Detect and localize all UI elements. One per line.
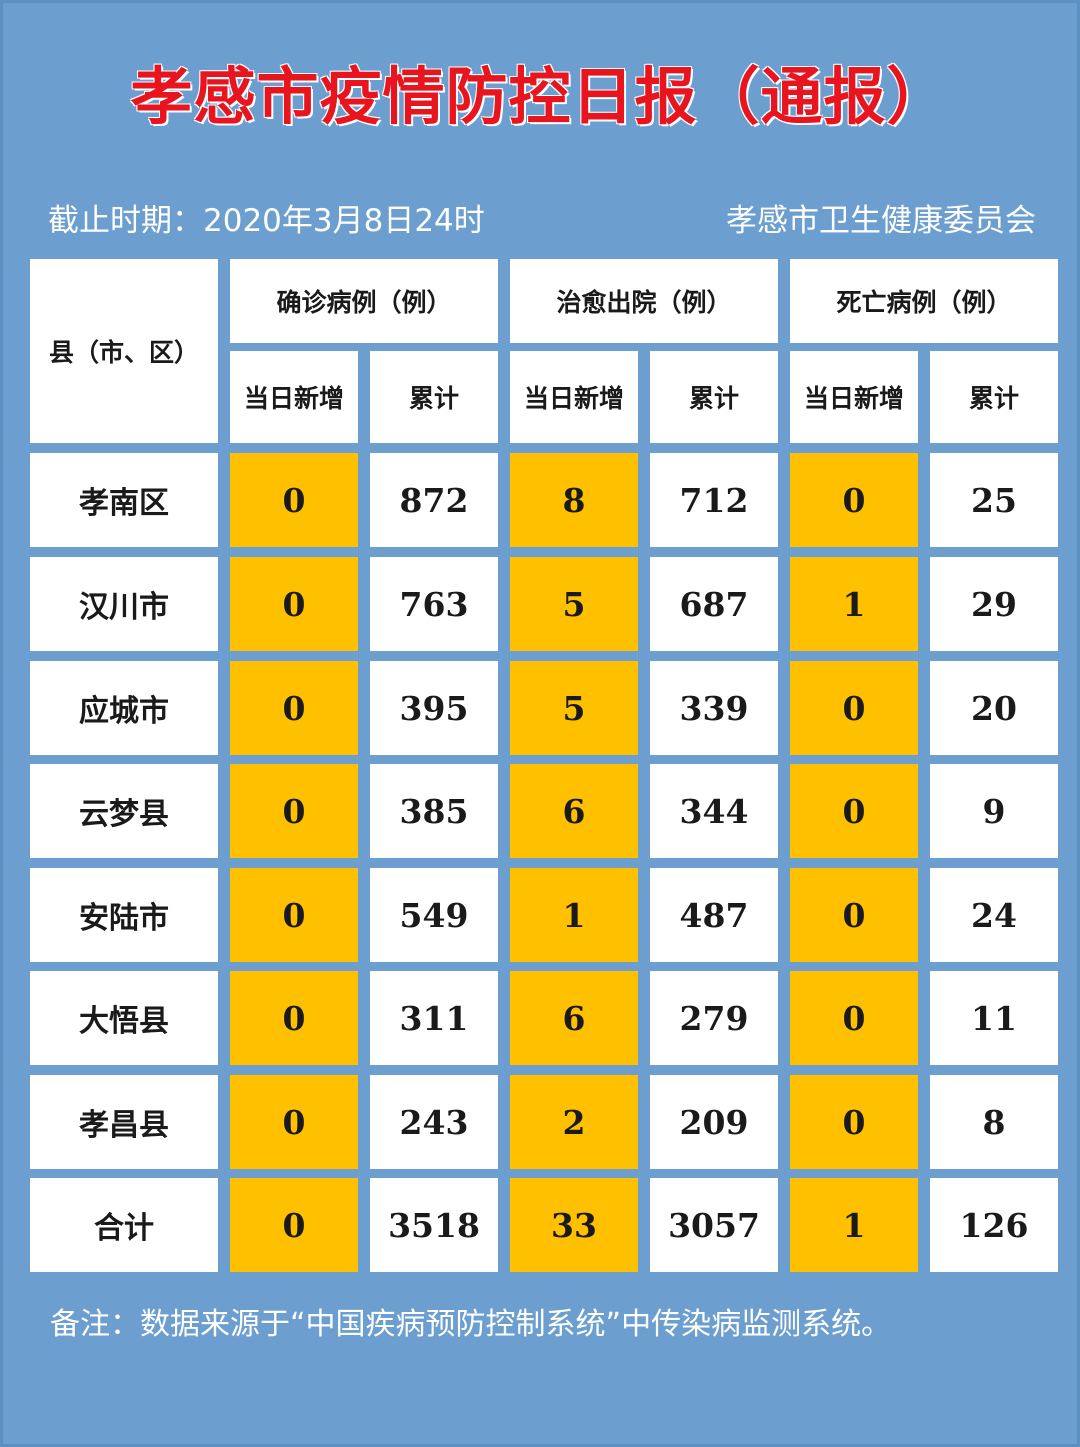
confirmed-new-cell: 0 [230, 868, 358, 962]
subheader-confirmed-total: 累计 [370, 351, 498, 443]
confirmed-total-cell: 549 [370, 868, 498, 962]
confirmed-total-cell: 385 [370, 764, 498, 858]
recovered-total-cell: 339 [650, 661, 778, 755]
confirmed-total-cell: 311 [370, 971, 498, 1065]
deaths-new-cell: 0 [790, 453, 918, 547]
confirmed-total-cell: 243 [370, 1075, 498, 1169]
confirmed-new-cell: 0 [230, 557, 358, 651]
recovered-new-cell: 8 [510, 453, 638, 547]
report-title: 孝感市疫情防控日报（通报） [130, 60, 950, 133]
row-name: 汉川市 [30, 557, 218, 651]
row-name: 孝昌县 [30, 1075, 218, 1169]
deaths-new-cell: 0 [790, 661, 918, 755]
group-header-confirmed: 确诊病例（例） [230, 259, 498, 343]
recovered-total-cell: 3057 [650, 1178, 778, 1272]
recovered-total-cell: 279 [650, 971, 778, 1065]
recovered-new-cell: 6 [510, 764, 638, 858]
subheader-deaths-new: 当日新增 [790, 351, 918, 443]
deaths-total-cell: 11 [930, 971, 1058, 1065]
deaths-total-cell: 20 [930, 661, 1058, 755]
deaths-new-cell: 1 [790, 1178, 918, 1272]
deaths-new-cell: 0 [790, 868, 918, 962]
subheader-confirmed-new: 当日新增 [230, 351, 358, 443]
deaths-new-cell: 0 [790, 1075, 918, 1169]
recovered-total-cell: 209 [650, 1075, 778, 1169]
cutoff-time: 截止时期：2020年3月8日24时 [48, 203, 485, 239]
recovered-new-cell: 33 [510, 1178, 638, 1272]
group-header-deaths: 死亡病例（例） [790, 259, 1058, 343]
confirmed-total-cell: 763 [370, 557, 498, 651]
row-name: 应城市 [30, 661, 218, 755]
deaths-total-cell: 25 [930, 453, 1058, 547]
subheader-recovered-total: 累计 [650, 351, 778, 443]
subheader-deaths-total: 累计 [930, 351, 1058, 443]
row-name: 孝南区 [30, 453, 218, 547]
deaths-new-cell: 0 [790, 971, 918, 1065]
recovered-total-cell: 344 [650, 764, 778, 858]
row-name: 合计 [30, 1178, 218, 1272]
subheader-recovered-new: 当日新增 [510, 351, 638, 443]
confirmed-new-cell: 0 [230, 453, 358, 547]
recovered-new-cell: 5 [510, 661, 638, 755]
deaths-new-cell: 1 [790, 557, 918, 651]
deaths-total-cell: 24 [930, 868, 1058, 962]
confirmed-new-cell: 0 [230, 1178, 358, 1272]
group-header-recovered: 治愈出院（例） [510, 259, 778, 343]
publisher: 孝感市卫生健康委员会 [726, 203, 1036, 239]
recovered-total-cell: 687 [650, 557, 778, 651]
recovered-new-cell: 5 [510, 557, 638, 651]
confirmed-new-cell: 0 [230, 661, 358, 755]
deaths-total-cell: 126 [930, 1178, 1058, 1272]
deaths-total-cell: 9 [930, 764, 1058, 858]
confirmed-total-cell: 3518 [370, 1178, 498, 1272]
recovered-total-cell: 712 [650, 453, 778, 547]
deaths-new-cell: 0 [790, 764, 918, 858]
deaths-total-cell: 8 [930, 1075, 1058, 1169]
recovered-total-cell: 487 [650, 868, 778, 962]
row-name: 安陆市 [30, 868, 218, 962]
confirmed-new-cell: 0 [230, 971, 358, 1065]
confirmed-total-cell: 872 [370, 453, 498, 547]
footnote: 备注：数据来源于“中国疾病预防控制系统”中传染病监测系统。 [50, 1307, 892, 1342]
deaths-total-cell: 29 [930, 557, 1058, 651]
region-header: 县（市、区） [30, 259, 218, 443]
recovered-new-cell: 6 [510, 971, 638, 1065]
confirmed-new-cell: 0 [230, 1075, 358, 1169]
recovered-new-cell: 1 [510, 868, 638, 962]
row-name: 大悟县 [30, 971, 218, 1065]
confirmed-total-cell: 395 [370, 661, 498, 755]
recovered-new-cell: 2 [510, 1075, 638, 1169]
confirmed-new-cell: 0 [230, 764, 358, 858]
row-name: 云梦县 [30, 764, 218, 858]
